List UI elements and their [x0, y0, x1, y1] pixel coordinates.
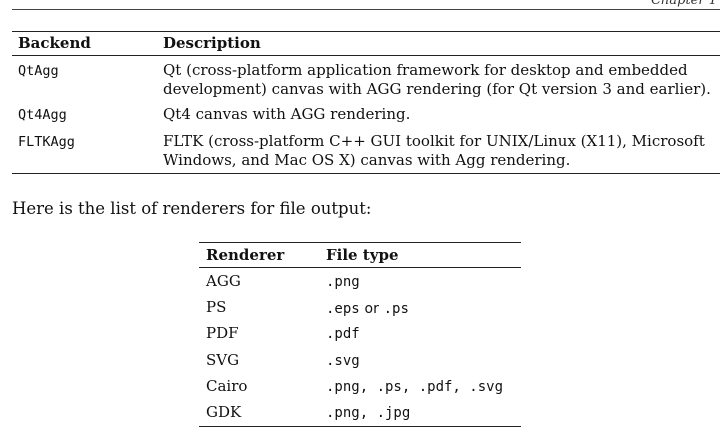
backend-description-line: Qt4 canvas with AGG rendering. [163, 105, 411, 123]
renderer-name: SVG [206, 351, 240, 369]
header-rule [12, 9, 720, 10]
backend-column-header: Backend [18, 34, 91, 52]
backend-table-bottom-rule [12, 173, 720, 174]
renderer-table-bottom-rule [199, 426, 521, 427]
file-type-or: or [364, 301, 379, 317]
chapter-label: Chapter 1 [651, 0, 717, 8]
renderer-name: PS [206, 298, 227, 316]
description-column-header: Description [163, 34, 261, 52]
backend-name: QtAgg [18, 63, 59, 79]
file-type-ext: .ps [383, 301, 409, 317]
file-type-column-header: File type [326, 246, 399, 264]
backend-description-line: Windows, and Mac OS X) canvas with Agg r… [163, 151, 571, 169]
backend-table-top-rule [12, 31, 720, 32]
backend-description-line: FLTK (cross-platform C++ GUI toolkit for… [163, 132, 705, 150]
renderer-name: Cairo [206, 377, 248, 395]
file-type: .png, .jpg [326, 405, 411, 421]
backend-name: FLTKAgg [18, 134, 75, 150]
renderer-name: AGG [206, 272, 241, 290]
file-type: .pdf [326, 326, 360, 342]
backend-table-header-rule [12, 55, 720, 56]
file-type: .svg [326, 353, 360, 369]
renderer-table-top-rule [199, 242, 521, 243]
renderer-intro-text: Here is the list of renderers for file o… [12, 199, 372, 218]
file-type: .png, .ps, .pdf, .svg [326, 379, 504, 395]
renderer-column-header: Renderer [206, 246, 285, 264]
renderer-table-header-rule [199, 267, 521, 268]
renderer-name: PDF [206, 324, 239, 342]
backend-name: Qt4Agg [18, 107, 67, 123]
backend-description-line: development) canvas with AGG rendering (… [163, 80, 711, 98]
file-type: .png [326, 274, 360, 290]
backend-description-line: Qt (cross-platform application framework… [163, 61, 688, 79]
file-type-ext: .eps [326, 301, 360, 317]
renderer-name: GDK [206, 403, 242, 421]
file-type: .eps or .ps [326, 298, 409, 319]
